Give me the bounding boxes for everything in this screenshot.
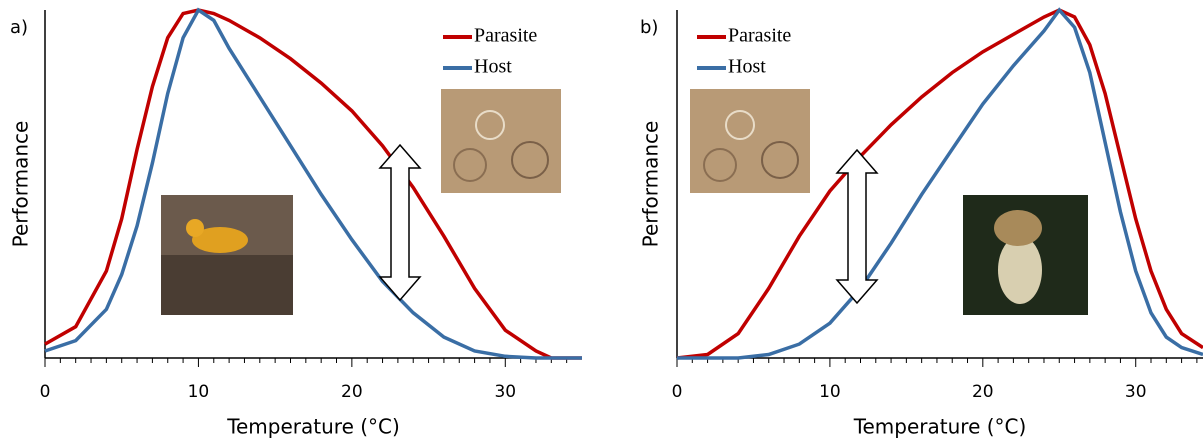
legend-label: Host [474, 56, 512, 78]
x-tick-label: 30 [494, 382, 516, 402]
x-tick-label: 0 [672, 382, 683, 402]
photo-microscope-a [441, 89, 561, 193]
panel-label: b) [640, 17, 658, 38]
legend-label: Parasite [474, 25, 537, 47]
y-axis-title: Performance [639, 121, 663, 248]
x-tick-label: 30 [1125, 382, 1147, 402]
photo-microscope-b [690, 89, 810, 193]
x-tick-label: 10 [819, 382, 841, 402]
y-axis-title: Performance [9, 121, 33, 248]
double-arrow-a [378, 143, 422, 302]
legend-label: Parasite [728, 25, 791, 47]
panel-label: a) [10, 17, 28, 38]
series-line [44, 8, 582, 360]
photo-frog-b [963, 195, 1088, 315]
legend-label: Host [728, 56, 766, 78]
double-arrow-b [835, 148, 879, 305]
series-line [677, 7, 1203, 360]
series-line [676, 8, 1203, 360]
x-axis-title: Temperature (°C) [853, 415, 1027, 439]
series-line [44, 7, 582, 360]
panel: 0 10 20 30 Parasite Host Temperature (°C) Perfo… [639, 7, 1203, 439]
x-tick-label: 0 [40, 382, 51, 402]
x-axis-title: Temperature (°C) [226, 415, 400, 439]
panel: 0 10 20 30 Parasite Host Temperature (°C) Perfo… [9, 7, 582, 439]
x-tick-label: 10 [188, 382, 210, 402]
photo-frog-a [161, 195, 293, 315]
x-tick-label: 20 [341, 382, 363, 402]
x-tick-label: 20 [972, 382, 994, 402]
